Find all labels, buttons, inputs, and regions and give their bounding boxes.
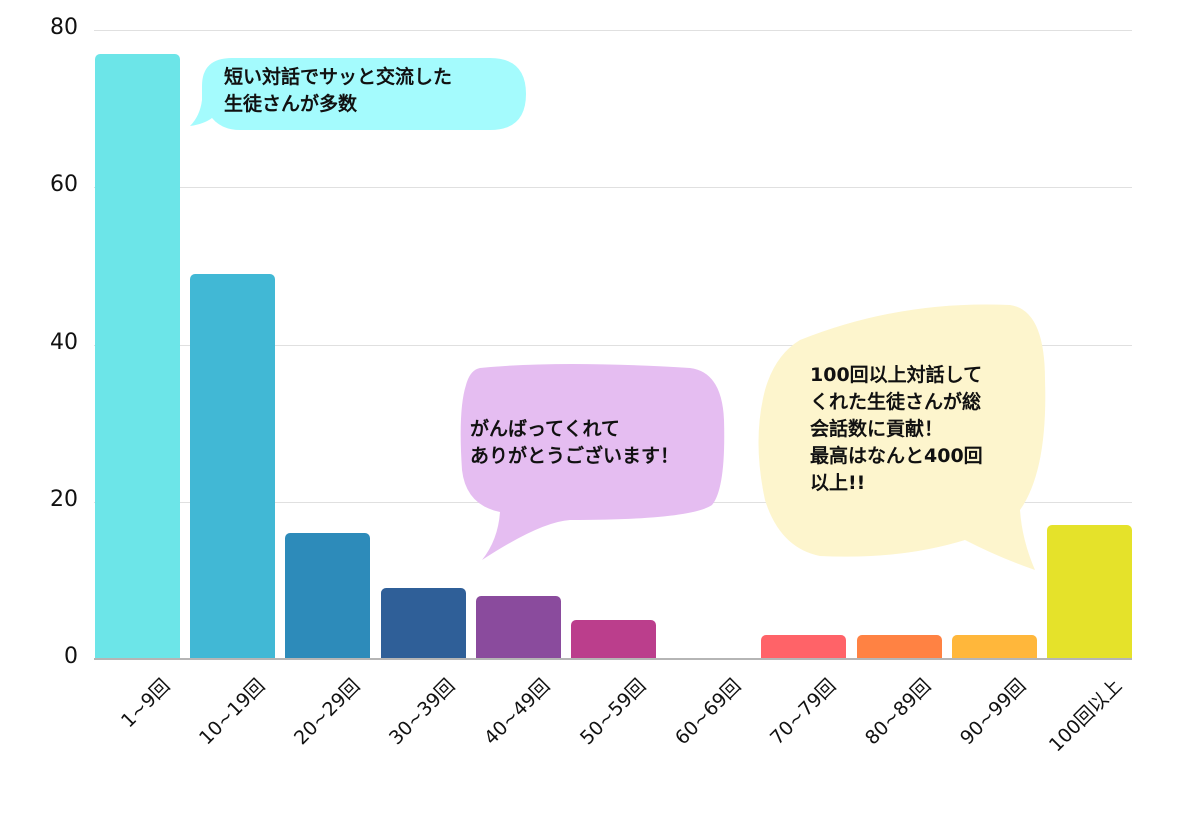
y-tick-label: 0 (64, 644, 78, 669)
bar-8[interactable] (761, 635, 847, 659)
annotation-bubbles (190, 58, 1046, 570)
y-tick-label: 40 (50, 329, 78, 355)
annotation-line: 短い対話でサッと交流した (224, 66, 453, 88)
bar-6[interactable] (571, 619, 656, 659)
annotation-text-3: 100回以上対話して くれた生徒さんが総 会話数に貢献！ 最高はなんと400回 以上!! (810, 362, 983, 497)
y-tick-label: 60 (50, 172, 78, 198)
y-tick-label: 20 (50, 486, 78, 512)
annotation-line: 生徒さんが多数 (224, 93, 358, 115)
annotation-line: 100回以上対話して (810, 364, 983, 386)
annotation-text-2: がんばってくれてありがとうございます！ (470, 416, 679, 470)
bar-10[interactable] (951, 635, 1037, 659)
bar-2[interactable] (190, 273, 276, 659)
x-axis-line (94, 658, 1132, 660)
annotation-line: がんばってくれて (470, 418, 620, 440)
annotation-line: くれた生徒さんが総 (810, 391, 982, 413)
bar-1[interactable] (95, 53, 180, 659)
bar-chart: 0 20 40 60 80 1~9回 10~19回 20~29回 30~39回 40~49回 50~… (50, 15, 1132, 756)
y-tick-label: 80 (50, 15, 78, 40)
bar-4[interactable] (380, 588, 466, 659)
bar-11[interactable] (1047, 525, 1132, 659)
annotation-line: 最高はなんと400回 (810, 445, 983, 467)
gridline (94, 187, 1132, 189)
bar-5[interactable] (475, 596, 561, 659)
gridline (94, 344, 1132, 346)
annotation-line: 以上!! (810, 472, 866, 494)
bar-3[interactable] (285, 533, 371, 659)
annotation-text-1: 短い対話でサッと交流した 生徒さんが多数 (224, 64, 452, 118)
annotation-line: 会話数に貢献！ (810, 418, 944, 440)
speech-bubble-3 (758, 304, 1046, 570)
speech-bubble-2 (460, 364, 725, 560)
annotation-line: ありがとうございます！ (470, 445, 680, 467)
speech-bubble-1 (190, 58, 526, 130)
gridline (94, 30, 1132, 31)
bar-9[interactable] (856, 635, 942, 659)
